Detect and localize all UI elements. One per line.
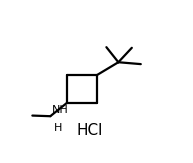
Text: HCl: HCl [77, 123, 103, 138]
Text: H: H [54, 123, 62, 133]
Text: NH: NH [52, 105, 69, 115]
